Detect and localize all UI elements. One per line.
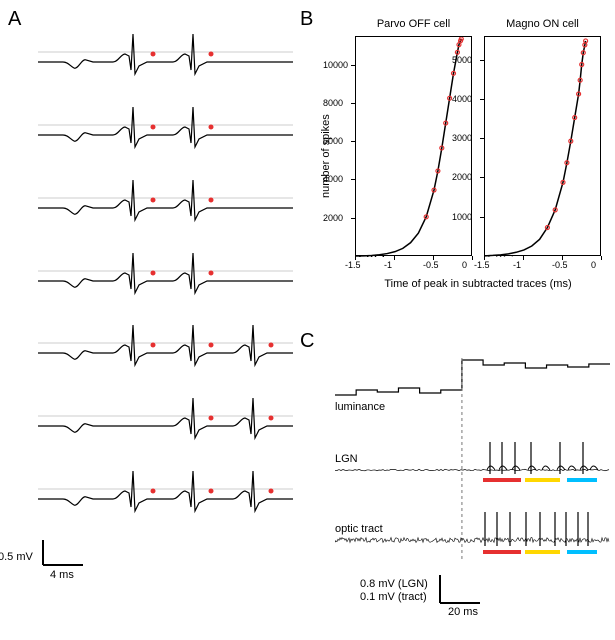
ytick-label: 5000 (452, 55, 477, 65)
ytick-label: 4000 (452, 94, 477, 104)
ytick-label: 3000 (452, 133, 477, 143)
scale-c-tract: 0.1 mV (tract) (360, 591, 427, 603)
trace-row (38, 176, 293, 249)
trace-row (38, 321, 293, 394)
scale-bar-c: 0.8 mV (LGN) 0.1 mV (tract) 20 ms (335, 575, 495, 628)
xtick-label: -0.5 (552, 260, 568, 270)
ytick-label: 8000 (323, 98, 348, 108)
panel-b-label: B (300, 8, 313, 31)
trace-row (38, 467, 293, 540)
luminance-label: luminance (335, 401, 385, 413)
scale-a-x: 4 ms (50, 569, 74, 581)
scale-c-lgn: 0.8 mV (LGN) (360, 578, 428, 590)
trace-row (38, 30, 293, 103)
trace-row (38, 249, 293, 322)
panel-c-label: C (300, 330, 314, 353)
scale-c-x: 20 ms (448, 606, 478, 618)
xtick-label: -1.5 (345, 260, 361, 270)
panel-c: C luminance LGN optic tract 0.8 mV (LGN) 0… (300, 330, 610, 630)
xlabel-b: Time of peak in subtracted traces (ms) (355, 278, 601, 290)
chart-parvo (355, 36, 472, 256)
magno-title: Magno ON cell (484, 18, 601, 30)
panel-a-label: A (8, 8, 21, 31)
ytick-label: 2000 (452, 172, 477, 182)
ytick-label: 2000 (323, 213, 348, 223)
panel-b: B Parvo OFF cell Magno ON cell number of… (300, 8, 610, 303)
svg-text:optic tract: optic tract (335, 523, 383, 535)
ytick-label: 6000 (323, 136, 348, 146)
xtick-label: -1.5 (474, 260, 490, 270)
xtick-label: 0 (462, 260, 467, 270)
xtick-label: -0.5 (423, 260, 439, 270)
ytick-label: 10000 (323, 60, 348, 70)
panel-a: A 0.5 mV 4 ms (8, 8, 293, 598)
ylabel-b: number of spikes (320, 114, 332, 198)
trace-row (38, 103, 293, 176)
ytick-label: 4000 (323, 174, 348, 184)
parvo-title: Parvo OFF cell (355, 18, 472, 30)
traces-container (38, 30, 293, 540)
xtick-label: -1 (384, 260, 392, 270)
svg-text:LGN: LGN (335, 453, 358, 465)
xtick-label: 0 (591, 260, 596, 270)
chart-magno (484, 36, 601, 256)
scale-bar-a: 0.5 mV 4 ms (38, 540, 118, 590)
trace-row (38, 394, 293, 467)
xtick-label: -1 (513, 260, 521, 270)
ytick-label: 1000 (452, 212, 477, 222)
panel-c-traces: luminance LGN optic tract (335, 340, 610, 595)
scale-a-y: 0.5 mV (0, 551, 34, 563)
